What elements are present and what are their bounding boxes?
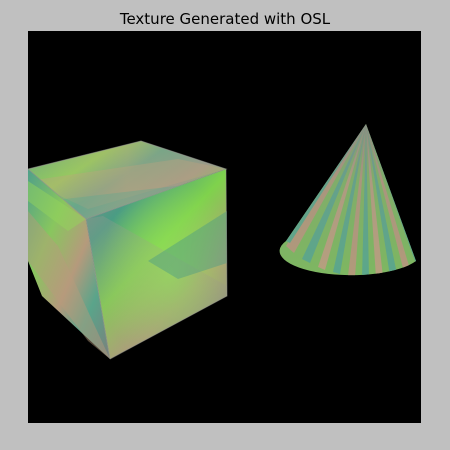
cone-object (279, 124, 416, 276)
window-title: Texture Generated with OSL (119, 10, 331, 28)
render-canvas (28, 124, 416, 360)
cube-object (28, 140, 228, 360)
render-viewport[interactable] (28, 31, 421, 423)
